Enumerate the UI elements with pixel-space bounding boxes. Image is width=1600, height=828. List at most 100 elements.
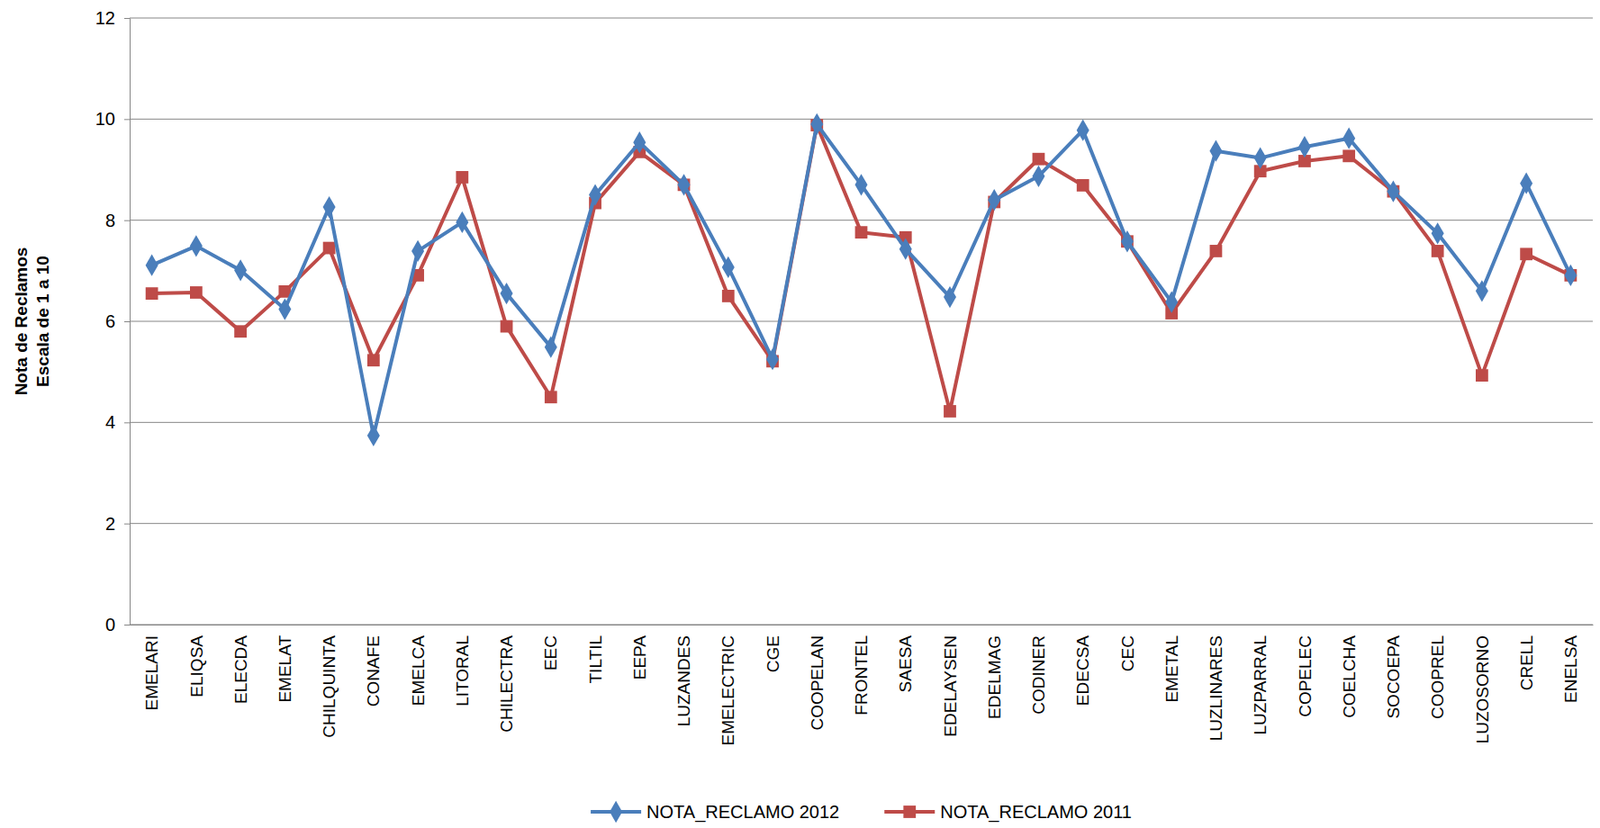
series-line: [152, 124, 1572, 436]
marker: [1210, 244, 1223, 258]
y-tick: 12: [95, 8, 130, 28]
x-tick-label: CONAFE: [363, 635, 383, 707]
x-tick-label: COELCHA: [1339, 635, 1359, 719]
x-tick: LUZANDES: [674, 624, 694, 727]
marker: [411, 240, 425, 263]
y-tick: 4: [105, 412, 130, 433]
marks: [145, 113, 1578, 447]
marker: [1120, 230, 1134, 253]
y-axis-title: Nota de ReclamosEscala de 1 a 10: [11, 247, 53, 397]
x-tick: CHILQUINTA: [319, 624, 339, 739]
y-tick-mark: [124, 321, 130, 323]
y-tick-mark: [124, 118, 130, 120]
legend-item: NOTA_RECLAMO 2011: [884, 802, 1132, 823]
marker: [943, 405, 957, 418]
marker: [1563, 264, 1577, 287]
x-tick-label: EDELAYSEN: [940, 635, 960, 738]
x-tick: COELCHA: [1339, 624, 1359, 719]
x-tick-label: COOPREL: [1428, 635, 1447, 720]
x-tick-label: LUZPARRAL: [1250, 635, 1270, 736]
y-tick-label: 0: [105, 614, 116, 635]
grid-line: [129, 624, 1593, 626]
grid-line: [129, 321, 1593, 323]
x-tick-label: EMELCA: [408, 635, 428, 706]
x-tick-label: EEC: [541, 635, 561, 671]
legend-marker: [609, 801, 623, 823]
marker: [1076, 179, 1090, 192]
x-tick-label: ELIQSA: [187, 635, 207, 698]
marker: [722, 289, 735, 303]
marker: [943, 286, 957, 308]
x-tick-label: CGE: [763, 635, 783, 673]
x-tick-label: LUZANDES: [674, 635, 694, 727]
marker: [1342, 127, 1356, 150]
marker: [1342, 149, 1356, 163]
y-tick-mark: [124, 524, 130, 525]
x-tick: ENELSA: [1561, 624, 1581, 704]
x-tick: COOPELAN: [807, 624, 827, 732]
x-tick: ELECDA: [231, 624, 251, 705]
x-tick: EEC: [541, 624, 561, 671]
y-axis-title-line: Nota de Reclamos: [11, 247, 31, 397]
series-line: [152, 125, 1572, 412]
y-tick: 0: [105, 614, 130, 635]
y-tick: 8: [105, 210, 130, 231]
marker: [1475, 369, 1489, 382]
x-tick: LUZPARRAL: [1250, 624, 1270, 736]
x-tick: COOPREL: [1428, 624, 1447, 720]
marker: [766, 348, 779, 371]
marker: [1475, 280, 1489, 302]
x-tick: EMELAT: [275, 624, 295, 704]
marker: [323, 242, 336, 255]
y-axis-line: [124, 18, 131, 626]
y-tick-label: 6: [105, 311, 116, 332]
y-tick-mark: [124, 624, 130, 626]
y-tick-label: 4: [105, 412, 116, 433]
x-tick-label: COOPELAN: [807, 635, 827, 732]
x-tick: EMETAL: [1162, 624, 1182, 704]
x-tick-label: EMETAL: [1162, 635, 1182, 704]
marker: [367, 353, 380, 367]
marker: [1431, 244, 1445, 258]
grid-line: [129, 18, 1593, 19]
x-tick: SAESA: [895, 624, 915, 693]
x-tick: EMELECTRIC: [718, 624, 738, 746]
x-tick-label: ELECDA: [231, 635, 251, 705]
chart: 024681012EMELARIELIQSAELECDAEMELATCHILQU…: [0, 0, 1600, 828]
marker: [234, 325, 247, 338]
x-tick: SOCOEPA: [1383, 624, 1403, 720]
marker: [722, 256, 735, 279]
grid-line: [129, 422, 1593, 424]
marker: [855, 225, 868, 239]
marker: [145, 254, 159, 277]
y-axis: 024681012: [95, 8, 131, 635]
x-tick: EDELAYSEN: [940, 624, 960, 738]
marker: [278, 298, 291, 320]
y-tick-label: 10: [95, 108, 116, 129]
marker: [500, 320, 514, 334]
marker: [189, 286, 203, 299]
series-markers: [145, 113, 1578, 447]
x-tick: CRELL: [1517, 624, 1537, 691]
marker: [1165, 291, 1178, 314]
y-tick: 10: [95, 108, 130, 129]
x-axis-line: [130, 624, 1594, 626]
y-axis-title-line: Escala de 1 a 10: [33, 255, 53, 388]
marker: [1031, 165, 1045, 188]
x-tick: LUZOSORNO: [1473, 624, 1492, 744]
marker: [1209, 140, 1222, 163]
legend-item: NOTA_RECLAMO 2012: [590, 801, 840, 823]
y-tick-label: 8: [105, 210, 116, 231]
marker: [500, 282, 514, 305]
marker: [1032, 153, 1046, 166]
x-tick-label: EDELMAG: [985, 635, 1004, 720]
x-tick-label: LUZLINARES: [1206, 635, 1226, 742]
x-tick-label: FRONTEL: [851, 635, 871, 716]
x-tick-label: EMELARI: [142, 635, 162, 711]
marker: [1519, 247, 1533, 261]
x-tick: ELIQSA: [187, 624, 207, 698]
marker: [899, 238, 913, 261]
x-tick-label: TILTIL: [586, 635, 606, 685]
legend-label: NOTA_RECLAMO 2012: [646, 802, 840, 823]
x-tick: EMELCA: [408, 624, 428, 706]
